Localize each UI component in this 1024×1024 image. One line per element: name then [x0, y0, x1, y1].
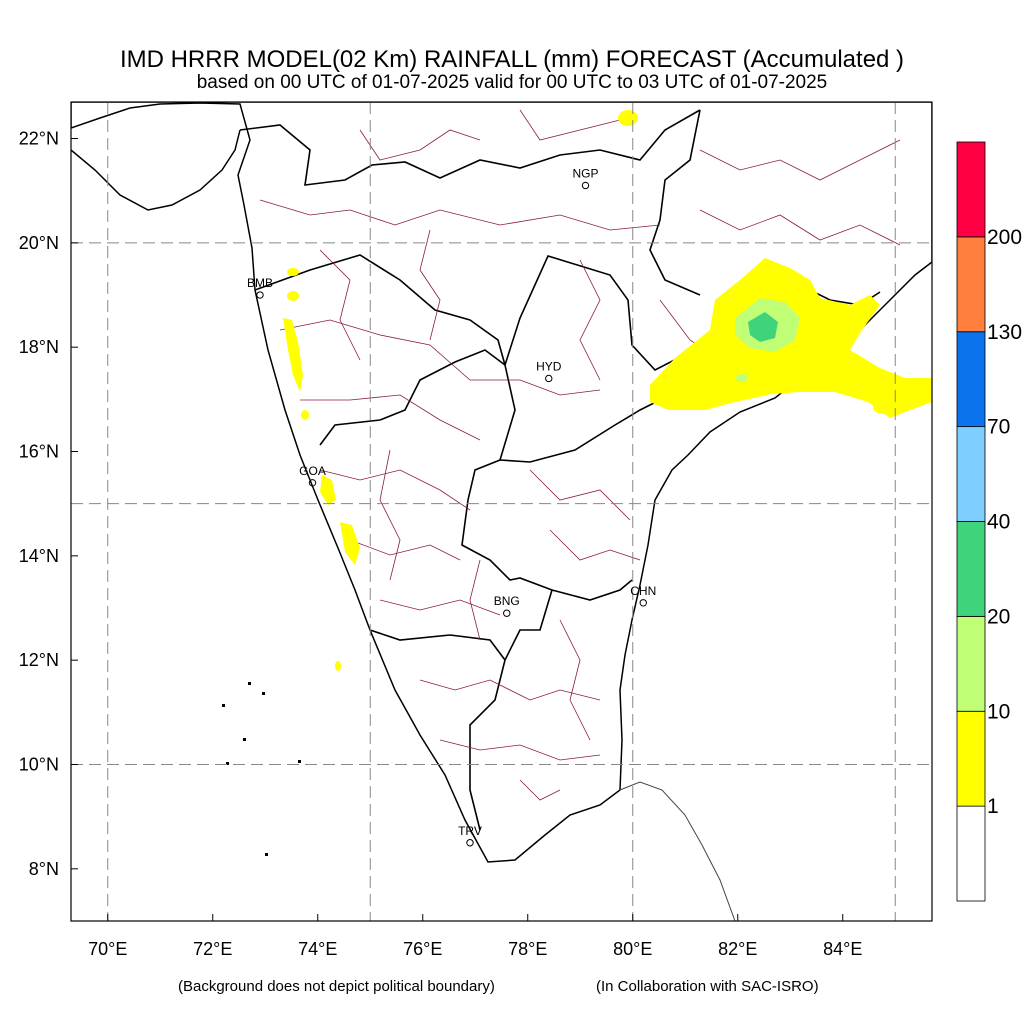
- footer-collaboration: (In Collaboration with SAC-ISRO): [596, 978, 819, 995]
- rain-1-10-cell: [301, 410, 309, 420]
- city-marker-bmb: [256, 291, 264, 299]
- axis-ticks: 70°E 72°E 74°E 76°E 78°E 80°E 82°E 84°E 8°N 10°N 1…: [19, 129, 863, 959]
- colorbar-swatch: [956, 521, 986, 617]
- city-label-hyd: HYD: [536, 359, 562, 373]
- colorbar-swatch: [956, 710, 986, 807]
- colorbar-swatch: [956, 331, 986, 428]
- x-tick-label: 82°E: [718, 939, 757, 959]
- footer-disclaimer: (Background does not depict political bo…: [178, 978, 495, 995]
- city-marker-bng: [503, 609, 511, 617]
- city-label-goa: GOA: [299, 464, 326, 478]
- city-label-bng: BNG: [494, 594, 520, 608]
- city-label-trv: TRV: [458, 824, 482, 838]
- x-tick-label: 76°E: [403, 939, 442, 959]
- city-marker-goa: [308, 479, 317, 487]
- colorbar-label: 40: [987, 511, 1010, 534]
- rain-10-20-cell: [736, 374, 748, 382]
- rain-1-10-cell: [287, 268, 299, 276]
- city-label-bmb: BMB: [247, 276, 273, 290]
- y-tick-label: 16°N: [19, 442, 59, 462]
- colorbar-label: 200: [987, 226, 1022, 249]
- lakshadweep-islands: [222, 682, 301, 856]
- x-tick-label: 78°E: [508, 939, 547, 959]
- colorbar-swatch: [956, 615, 986, 712]
- rain-1-10-ghats-goa: [320, 475, 336, 505]
- colorbar-label: 70: [987, 416, 1010, 439]
- y-tick-label: 10°N: [19, 755, 59, 775]
- map-frame: [70, 101, 933, 922]
- graticule: [71, 102, 932, 921]
- rain-1-10-cell: [335, 661, 341, 671]
- rainfall-shading: [283, 110, 932, 671]
- map-area: [71, 102, 932, 921]
- colorbar-swatch: [956, 236, 986, 333]
- x-tick-label: 80°E: [613, 939, 652, 959]
- colorbar-label: 130: [987, 321, 1022, 344]
- rain-20-40-east: [748, 312, 778, 342]
- y-tick-label: 14°N: [19, 546, 59, 566]
- x-tick-label: 74°E: [298, 939, 337, 959]
- colorbar-swatch: [956, 141, 986, 238]
- x-tick-label: 70°E: [88, 939, 127, 959]
- rain-1-10-cell: [873, 402, 897, 414]
- x-tick-label: 72°E: [193, 939, 232, 959]
- colorbar-label: 10: [987, 700, 1010, 723]
- city-label-chn: CHN: [630, 584, 656, 598]
- rain-1-10-ghats-karnataka: [340, 522, 360, 565]
- colorbar-label: 20: [987, 605, 1010, 628]
- y-tick-label: 12°N: [19, 650, 59, 670]
- rain-1-10-ghats-north: [283, 318, 303, 392]
- landmass: [71, 102, 932, 863]
- city-marker-hyd: [545, 374, 553, 383]
- colorbar: 1 10 20 40 70 130 200: [956, 141, 1022, 902]
- rain-1-10-cell: [618, 110, 638, 126]
- city-marker-chn: [639, 599, 647, 607]
- city-markers: NGP BMB HYD GOA CHN BNG TRV: [247, 166, 656, 847]
- map-subtitle: based on 00 UTC of 01-07-2025 valid for …: [196, 72, 828, 93]
- y-tick-label: 8°N: [29, 859, 59, 879]
- city-marker-ngp: [581, 181, 590, 190]
- kathiawar-coast: [71, 129, 241, 211]
- district-boundaries: [259, 109, 901, 801]
- y-tick-label: 22°N: [19, 129, 59, 149]
- x-tick-label: 84°E: [823, 939, 862, 959]
- city-marker-trv: [466, 839, 474, 847]
- y-tick-label: 18°N: [19, 337, 59, 357]
- y-tick-label: 20°N: [19, 233, 59, 253]
- map-title: IMD HRRR MODEL(02 Km) RAINFALL (mm) FORE…: [119, 46, 905, 73]
- colorbar-swatch: [956, 426, 986, 522]
- colorbar-label: 1: [987, 795, 999, 818]
- sri-lanka-outline: [619, 781, 736, 921]
- state-boundaries: [239, 109, 881, 831]
- rain-1-10-cell: [287, 291, 299, 301]
- colorbar-swatch: [956, 805, 986, 902]
- city-label-ngp: NGP: [572, 166, 598, 180]
